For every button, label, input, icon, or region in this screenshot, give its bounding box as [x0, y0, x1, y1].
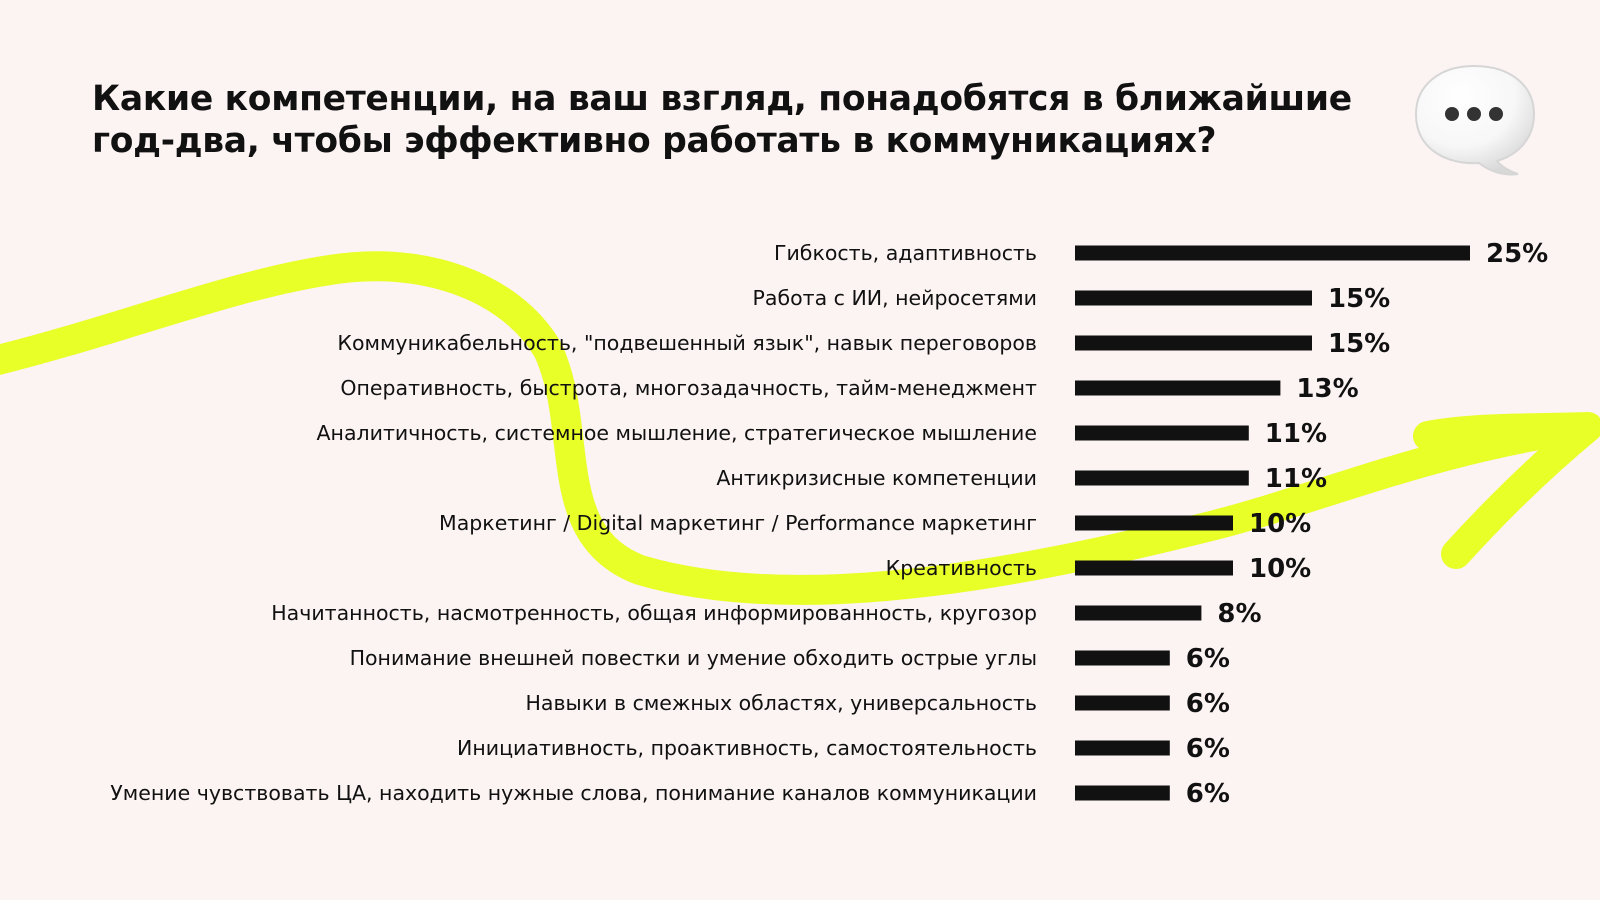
chart-title-line-2: год-два, чтобы эффективно работать в ком…	[92, 121, 1217, 161]
value-label: 11%	[1265, 419, 1327, 449]
value-label: 25%	[1486, 239, 1548, 269]
category-label: Навыки в смежных областях, универсальнос…	[526, 691, 1038, 715]
value-label: 11%	[1265, 464, 1327, 494]
speech-bubble-icon	[1414, 64, 1536, 176]
category-label: Аналитичность, системное мышление, страт…	[317, 421, 1037, 445]
value-label: 10%	[1249, 509, 1311, 539]
value-label: 10%	[1249, 554, 1311, 584]
bar	[1075, 740, 1170, 756]
bar	[1075, 425, 1249, 441]
category-label: Умение чувствовать ЦА, находить нужные с…	[110, 781, 1037, 805]
bar	[1075, 335, 1312, 351]
category-label: Инициативность, проактивность, самостоят…	[457, 736, 1037, 760]
bar	[1075, 605, 1202, 621]
chart-title-line-1: Какие компетенции, на ваш взгляд, понадо…	[92, 79, 1352, 119]
category-label: Работа с ИИ, нейросетями	[753, 286, 1037, 310]
value-label: 15%	[1328, 329, 1390, 359]
bar	[1075, 560, 1233, 576]
category-label: Гибкость, адаптивность	[774, 241, 1037, 265]
value-label: 6%	[1186, 644, 1230, 674]
category-label: Антикризисные компетенции	[716, 466, 1037, 490]
value-label: 13%	[1296, 374, 1358, 404]
category-label: Маркетинг / Digital маркетинг / Performa…	[439, 511, 1037, 535]
value-label: 6%	[1186, 734, 1230, 764]
bars-layer: Гибкость, адаптивность 25% Работа с ИИ, не…	[110, 239, 1548, 809]
bar	[1075, 785, 1170, 801]
bar	[1075, 515, 1233, 531]
value-label: 15%	[1328, 284, 1390, 314]
category-label: Начитанность, насмотренность, общая инфо…	[271, 601, 1037, 625]
value-label: 8%	[1217, 599, 1261, 629]
category-label: Креативность	[886, 556, 1037, 580]
bar	[1075, 470, 1249, 486]
yellow-highlight-arrow	[0, 251, 1600, 605]
bar	[1075, 290, 1312, 306]
bar	[1075, 695, 1170, 711]
bar	[1075, 650, 1170, 666]
value-label: 6%	[1186, 779, 1230, 809]
value-label: 6%	[1186, 689, 1230, 719]
bar	[1075, 245, 1470, 261]
bar	[1075, 380, 1281, 396]
category-label: Оперативность, быстрота, многозадачность…	[340, 376, 1037, 400]
chart-title: Какие компетенции, на ваш взгляд, понадо…	[92, 78, 1392, 162]
category-label: Понимание внешней повестки и умение обхо…	[350, 646, 1037, 670]
category-label: Коммуникабельность, "подвешенный язык", …	[337, 331, 1037, 355]
